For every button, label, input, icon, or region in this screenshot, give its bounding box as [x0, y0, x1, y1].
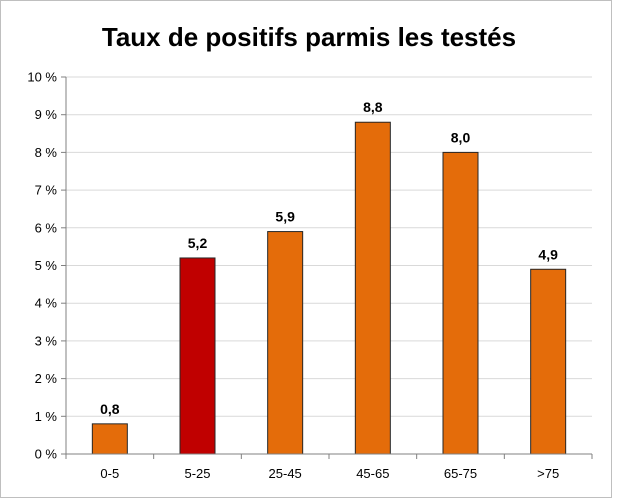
bar-0-5 [91, 423, 128, 455]
x-tick-label: 0-5 [100, 466, 119, 481]
y-tick-label: 0 % [35, 447, 58, 462]
y-axis: 0 % 1 % 2 % 3 % 4 % 5 % 6 % 7 % 8 % 9 % 10 % [27, 70, 67, 462]
bar->75 [530, 268, 567, 455]
x-tick-label: 65-75 [444, 466, 477, 481]
x-tick-label: 5-25 [184, 466, 210, 481]
x-tick-label: 45-65 [356, 466, 389, 481]
y-tick-label: 5 % [35, 258, 58, 273]
bar-45-65 [354, 121, 391, 455]
bars: 0,8 5,2 5,9 8,8 8,0 4,9 [91, 99, 567, 455]
y-tick-label: 2 % [35, 371, 58, 386]
bar-65-75 [442, 151, 479, 455]
data-label: 4,9 [538, 246, 558, 262]
chart-frame [0, 0, 612, 498]
data-label: 8,8 [363, 99, 383, 115]
data-label: 8,0 [451, 129, 471, 145]
y-tick-label: 3 % [35, 333, 58, 348]
y-tick-label: 7 % [35, 183, 58, 198]
x-tick-label: >75 [537, 466, 559, 481]
y-tick-label: 9 % [35, 107, 58, 122]
x-axis: 0-5 5-25 25-45 45-65 65-75 >75 [65, 453, 593, 481]
bar-5-25 [179, 257, 216, 455]
y-tick-label: 1 % [35, 409, 58, 424]
bar-25-45 [267, 231, 304, 455]
y-tick-label: 6 % [35, 220, 58, 235]
y-tick-label: 10 % [27, 70, 57, 85]
data-label: 0,8 [100, 401, 120, 417]
y-tick-label: 4 % [35, 296, 58, 311]
y-tick-label: 8 % [35, 145, 58, 160]
data-label: 5,9 [275, 209, 295, 225]
chart-title: Taux de positifs parmis les testés [101, 22, 517, 52]
data-label: 5,2 [188, 235, 208, 251]
x-tick-label: 25-45 [269, 466, 302, 481]
gridlines [66, 76, 592, 417]
